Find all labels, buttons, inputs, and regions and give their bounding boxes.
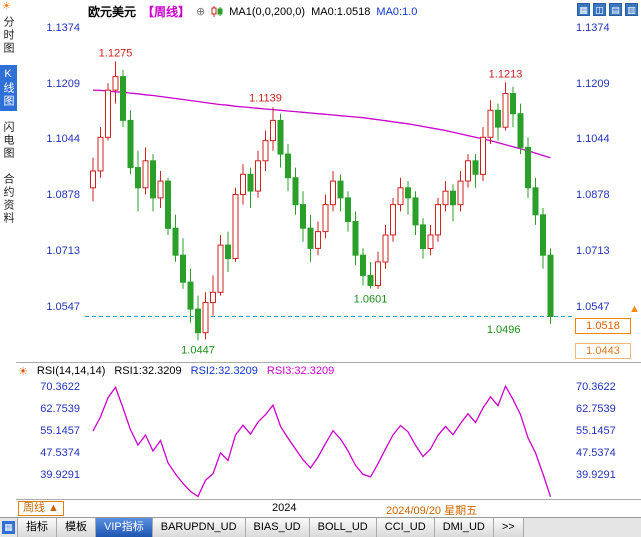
rsi-axis-label: 39.9291 [40, 468, 80, 481]
price-axis-label: 1.1209 [46, 77, 80, 90]
rsi2-value-label: RSI2:32.3209 [190, 365, 258, 377]
price-axis-label: 1.0878 [576, 189, 610, 202]
toolbar-tab-5[interactable]: BIAS_UD [245, 518, 310, 537]
rsi-axis-label: 62.7539 [576, 403, 616, 416]
rsi-axis-label: 55.1457 [40, 425, 80, 438]
sidebar-item-3[interactable]: 闪电图 [2, 121, 14, 160]
symbol-name: 欧元美元 [88, 5, 137, 19]
rsi-chart[interactable] [85, 381, 572, 499]
rsi-axis-label: 70.3622 [576, 381, 616, 394]
indicator-settings-icon[interactable]: ☀ [18, 366, 28, 378]
toolbar-tab-2[interactable]: 模板 [57, 518, 96, 537]
rsi3-value-label: RSI3:32.3209 [266, 365, 335, 377]
ma0-value-label: MA0:1.0518 [311, 5, 371, 18]
axis-divider [16, 499, 641, 500]
toolbar-tab-1[interactable]: 指标 [18, 518, 57, 537]
price-axis-label: 1.1209 [576, 77, 610, 90]
price-axis-label: 1.0713 [46, 244, 80, 257]
period-tag: 【周线】 [142, 5, 191, 19]
rsi-axis-label: 70.3622 [40, 381, 80, 394]
svg-text:1.0496: 1.0496 [487, 324, 521, 336]
toolbar-tab-8[interactable]: DMI_UD [434, 518, 494, 537]
rsi-axis-label: 39.9291 [576, 468, 616, 481]
svg-text:1.0601: 1.0601 [354, 294, 388, 306]
sidebar-item-1[interactable]: 分时图 [2, 16, 14, 55]
rsi-axis-label: 47.5374 [576, 446, 616, 459]
chevron-up-icon: ▲ [48, 502, 59, 514]
svg-text:1.1139: 1.1139 [249, 92, 282, 104]
price-axis-label: 1.0547 [576, 300, 610, 313]
candlestick-chart[interactable]: 1.1275 1.1139 1.1213 1.0601 1.0447 1.0496 [85, 20, 572, 362]
chart-header: 欧元美元 【周线】 ⊕ MA1(0,0,200,0) MA0:1.0518 MA… [88, 3, 417, 20]
layout-vertical-split-icon[interactable]: ◫ [593, 3, 606, 16]
period-selector-label: 周线 [23, 502, 45, 514]
rsi-axis-label: 47.5374 [40, 446, 80, 459]
scroll-up-arrow[interactable]: ▲ [629, 303, 640, 315]
rsi-name-label: RSI(14,14,14) [36, 365, 106, 377]
toolbar-tab-9[interactable]: >> [493, 518, 524, 537]
bottom-toolbar: ▦ 指标 模板 VIP指标 BARUPDN_UD BIAS_UD BOLL_UD CCI_U… [0, 517, 641, 537]
low-price-tag: 1.0443 [575, 342, 631, 359]
price-axis-label: 1.1374 [576, 22, 610, 35]
circle-plus-icon[interactable]: ⊕ [196, 6, 206, 18]
ma-settings-label: MA1(0,0,200,0) [229, 5, 306, 18]
panel-divider [16, 362, 641, 363]
toolbar-tab-3[interactable]: VIP指标 [96, 518, 153, 537]
rsi-axis-label: 55.1457 [576, 425, 616, 438]
last-price-tag: 1.0518 [575, 317, 631, 334]
indicator-tabs: 指标 模板 VIP指标 BARUPDN_UD BIAS_UD BOLL_UD CCI_UD D… [17, 518, 524, 537]
price-axis-label: 1.0713 [576, 244, 610, 257]
sidebar: 分时图 K线图闪电图合约资料 [0, 13, 17, 228]
toolbar-tab-7[interactable]: CCI_UD [376, 518, 435, 537]
ma0-alt-value-label: MA0:1.0 [376, 5, 418, 18]
layout-grid-icon[interactable]: ▦ [577, 3, 590, 16]
svg-text:1.0447: 1.0447 [181, 344, 215, 356]
sidebar-item-2[interactable]: K线图 [0, 65, 17, 111]
price-axis-label: 1.0547 [46, 300, 80, 313]
toolbar-tab-4[interactable]: BARUPDN_UD [152, 518, 246, 537]
period-selector[interactable]: 周线 ▲ [18, 501, 64, 516]
rsi1-value-label: RSI1:32.3209 [114, 365, 182, 377]
layout-horizontal-split-icon[interactable]: ▤ [609, 3, 622, 16]
price-axis-label: 1.1374 [46, 22, 80, 35]
layout-right-panel-icon[interactable]: ▥ [625, 3, 638, 16]
current-date-label: 2024/09/20 星期五 [386, 505, 478, 517]
rsi-axis-label: 62.7539 [40, 403, 80, 416]
toolbar-tab-6[interactable]: BOLL_UD [309, 518, 377, 537]
panel-grid-icon[interactable]: ▦ [2, 521, 15, 534]
price-axis-label: 1.0878 [46, 189, 80, 202]
sidebar-item-4[interactable]: 合约资料 [2, 173, 14, 225]
candlestick-icon [211, 5, 223, 18]
svg-text:1.1213: 1.1213 [489, 68, 523, 80]
year-axis-label: 2024 [272, 502, 297, 514]
app-corner-icon: ☀ [2, 1, 11, 12]
price-axis-label: 1.1044 [576, 133, 610, 146]
svg-text:1.1275: 1.1275 [99, 47, 133, 59]
price-axis-label: 1.1044 [46, 133, 80, 146]
layout-icons: ▦ ◫ ▤ ▥ [577, 3, 638, 16]
rsi-header: ☀ RSI(14,14,14) RSI1:32.3209 RSI2:32.320… [18, 365, 334, 378]
